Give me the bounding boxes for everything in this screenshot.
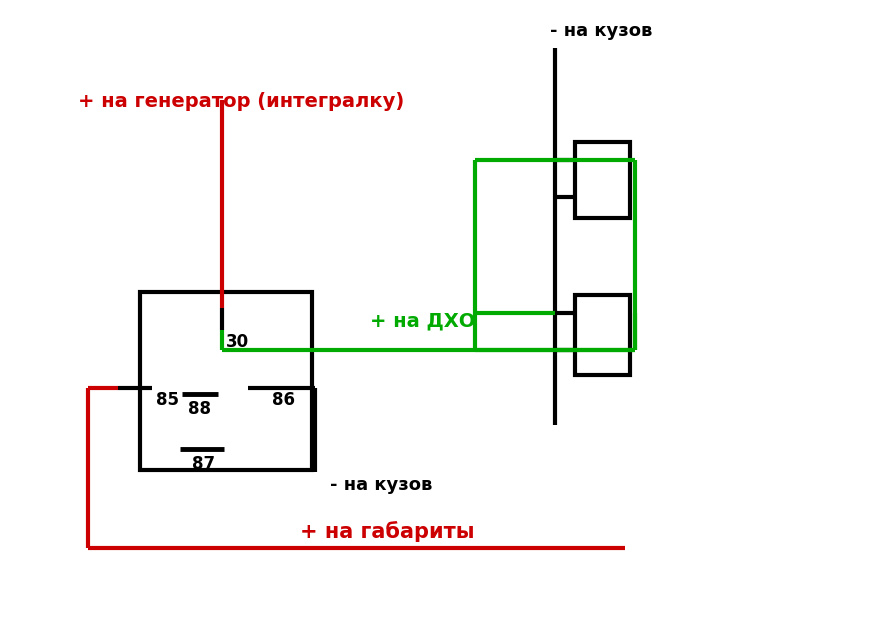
Text: 88: 88 (188, 400, 211, 418)
Text: - на кузов: - на кузов (329, 476, 432, 494)
Text: + на генератор (интегралку): + на генератор (интегралку) (78, 92, 404, 111)
Text: 86: 86 (272, 391, 295, 409)
Text: 30: 30 (226, 333, 249, 351)
Bar (140, 292, 312, 470)
Text: + на габариты: + на габариты (300, 521, 474, 542)
Text: 87: 87 (192, 455, 215, 473)
Bar (574, 142, 629, 218)
Text: + на ДХО: + на ДХО (369, 311, 474, 330)
Bar (574, 295, 629, 375)
Text: - на кузов: - на кузов (549, 22, 652, 40)
Text: 85: 85 (156, 391, 179, 409)
